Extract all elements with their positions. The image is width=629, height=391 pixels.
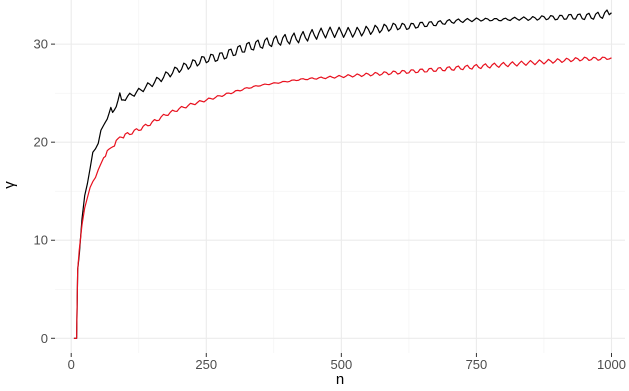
y-tick-label: 20 bbox=[34, 135, 48, 150]
y-tick-label: 30 bbox=[34, 37, 48, 52]
x-tick-label: 500 bbox=[330, 357, 352, 372]
x-axis-title: n bbox=[336, 371, 344, 388]
x-tick-label: 1000 bbox=[597, 357, 626, 372]
series-line-1 bbox=[73, 9, 612, 339]
y-tick-label: 0 bbox=[41, 331, 48, 346]
series-line-2 bbox=[73, 56, 612, 339]
y-axis-ticks: 0 10 20 30 bbox=[34, 37, 55, 346]
x-tick-label: 0 bbox=[68, 357, 75, 372]
series-layer bbox=[73, 9, 612, 339]
x-tick-label: 250 bbox=[195, 357, 217, 372]
x-axis-ticks: 0 250 500 750 1000 bbox=[68, 353, 626, 372]
major-gridlines bbox=[55, 0, 625, 353]
y-tick-label: 10 bbox=[34, 233, 48, 248]
minor-gridlines bbox=[55, 0, 625, 353]
y-axis-title: γ bbox=[1, 181, 18, 189]
x-tick-label: 750 bbox=[466, 357, 488, 372]
